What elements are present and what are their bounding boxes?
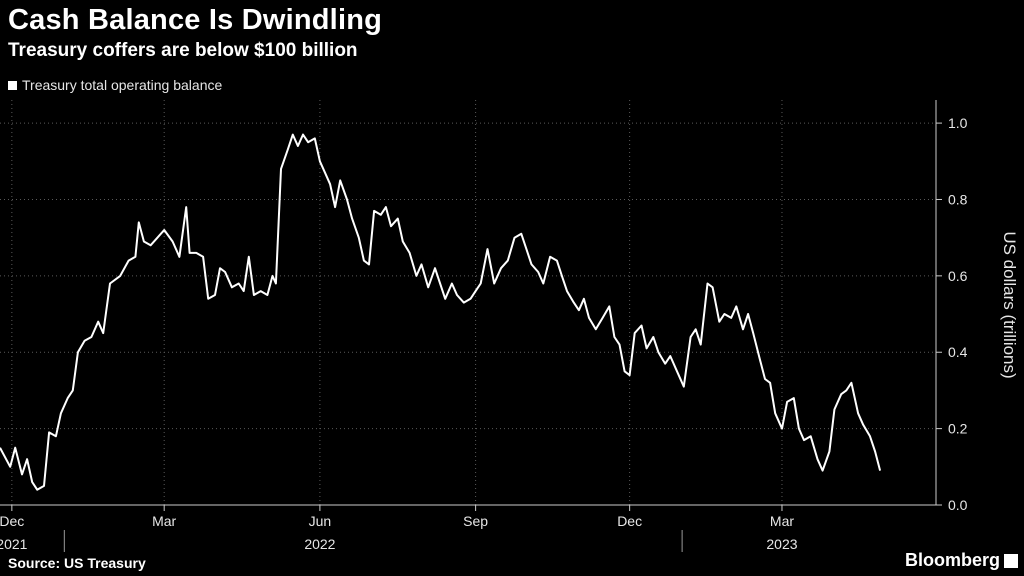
x-tick-label: Jun bbox=[309, 513, 332, 529]
x-tick-label: Dec bbox=[0, 513, 24, 529]
y-tick-label: 0.8 bbox=[948, 191, 968, 207]
x-tick-label: Mar bbox=[770, 513, 794, 529]
y-tick-label: 0.4 bbox=[948, 344, 968, 360]
legend-label: Treasury total operating balance bbox=[22, 77, 223, 93]
brand-logo: Bloomberg bbox=[905, 550, 1018, 571]
y-tick-label: 1.0 bbox=[948, 115, 968, 131]
x-year-label: 2023 bbox=[766, 536, 797, 552]
bloomberg-mark-icon bbox=[1004, 553, 1018, 568]
series-line bbox=[0, 133, 882, 491]
y-axis-title: US dollars (trillions) bbox=[1000, 231, 1019, 378]
legend: Treasury total operating balance bbox=[8, 77, 222, 93]
y-axis: 0.0 0.2 0.4 0.6 0.8 1.0 bbox=[935, 100, 968, 513]
grid-lines bbox=[0, 100, 936, 506]
x-tick-label: Mar bbox=[152, 513, 176, 529]
brand-name: Bloomberg bbox=[904, 550, 1000, 570]
legend-swatch bbox=[8, 80, 17, 90]
source-note: Source: US Treasury bbox=[8, 555, 146, 571]
x-axis: Dec Mar Jun Sep Dec Mar 2021 2022 2023 bbox=[0, 504, 936, 552]
x-year-label: 2022 bbox=[304, 536, 335, 552]
y-tick-label: 0.0 bbox=[948, 497, 968, 513]
chart-subtitle: Treasury coffers are below $100 billion bbox=[8, 40, 358, 61]
chart-title: Cash Balance Is Dwindling bbox=[8, 4, 383, 36]
x-tick-label: Dec bbox=[617, 513, 642, 529]
y-tick-label: 0.2 bbox=[948, 421, 968, 437]
y-tick-label: 0.6 bbox=[948, 268, 968, 284]
x-year-label: 2021 bbox=[0, 536, 28, 552]
x-tick-label: Sep bbox=[463, 513, 488, 529]
